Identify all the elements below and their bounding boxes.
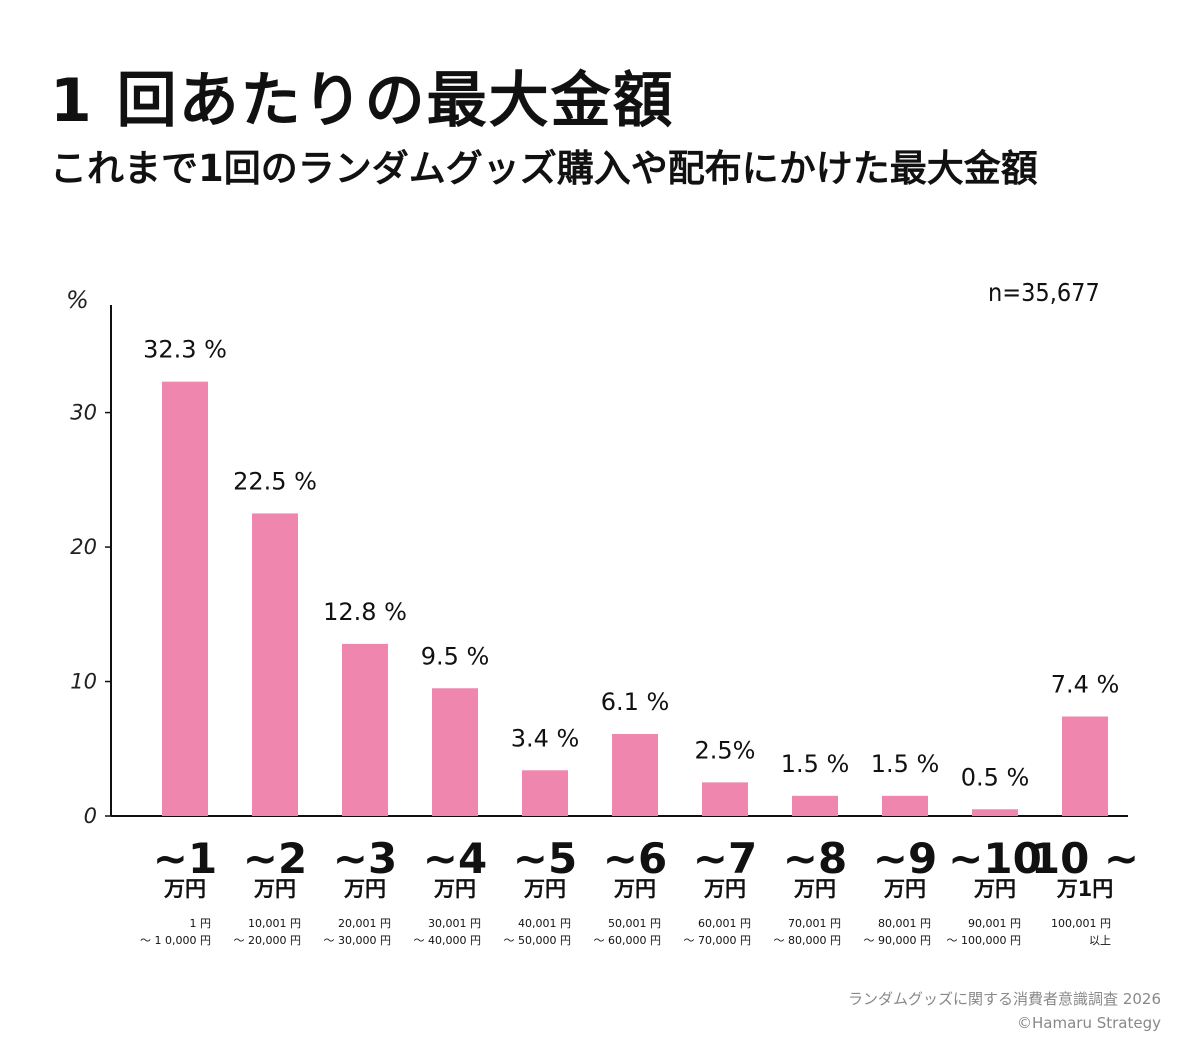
x-category-range-from: 50,001 円 [608, 917, 661, 930]
x-category-range-to: ～ 90,000 円 [864, 934, 931, 947]
x-category-unit: 万円 [613, 877, 656, 901]
x-category-label: ~3 [333, 834, 397, 883]
data-label: 2.5% [695, 736, 756, 764]
x-category-unit: 万1円 [1056, 877, 1114, 901]
data-label: 12.8 % [323, 598, 407, 626]
x-category-unit: 万円 [253, 877, 296, 901]
bar [342, 643, 388, 816]
data-label: 32.3 % [143, 336, 227, 364]
bar [882, 795, 928, 816]
x-category-range-from: 30,001 円 [428, 917, 481, 930]
bar [792, 795, 838, 816]
x-category-label: ~4 [423, 834, 487, 883]
x-category-range-from: 10,001 円 [248, 917, 301, 930]
x-category-label: ~1 [153, 834, 217, 883]
x-category-label: ~9 [873, 834, 937, 883]
x-category-range-from: 80,001 円 [878, 917, 931, 930]
x-category-range-to: ～ 80,000 円 [774, 934, 841, 947]
data-label: 3.4 % [511, 724, 580, 752]
y-tick-label: 20 [70, 535, 97, 559]
x-category-range-from: 40,001 円 [518, 917, 571, 930]
x-category-unit: 万円 [793, 877, 836, 901]
x-category-unit: 万円 [973, 877, 1016, 901]
y-tick-label: 10 [70, 670, 97, 694]
x-category-range-from: 70,001 円 [788, 917, 841, 930]
x-category-range-to: 以上 [1089, 934, 1111, 947]
bar [522, 770, 568, 816]
copyright-note: ©Hamaru Strategy [1017, 1014, 1161, 1032]
chart-title: 1 回あたりの最大金額 [50, 66, 675, 136]
data-label: 7.4 % [1051, 670, 1120, 698]
bar [612, 733, 658, 816]
x-category-unit: 万円 [703, 877, 746, 901]
bar [972, 809, 1018, 816]
x-category-range-to: ～ 70,000 円 [684, 934, 751, 947]
chart-subtitle: これまで1回のランダムグッズ購入や配布にかけた最大金額 [50, 147, 1038, 190]
x-category-range-to: ～ 40,000 円 [414, 934, 481, 947]
x-category-unit: 万円 [343, 877, 386, 901]
x-category-label: ~2 [243, 834, 307, 883]
data-label: 0.5 % [961, 763, 1030, 791]
x-category-unit: 万円 [883, 877, 926, 901]
x-category-range-from: 60,001 円 [698, 917, 751, 930]
bar [162, 381, 208, 816]
x-category-label: ~10 [948, 834, 1042, 883]
data-label: 1.5 % [781, 750, 850, 778]
x-category-range-from: 20,001 円 [338, 917, 391, 930]
x-category-unit: 万円 [163, 877, 206, 901]
x-category-label: ~5 [513, 834, 577, 883]
x-category-label: ~7 [693, 834, 757, 883]
source-note: ランダムグッズに関する消費者意識調査 2026 [848, 990, 1161, 1008]
x-category-range-to: ～ 100,000 円 [947, 934, 1021, 947]
x-category-unit: 万円 [523, 877, 566, 901]
x-category-label: ~6 [603, 834, 667, 883]
data-label: 9.5 % [421, 642, 490, 670]
x-category-range-to: ～ 60,000 円 [594, 934, 661, 947]
x-category-range-from: 100,001 円 [1051, 917, 1111, 930]
data-label: 6.1 % [601, 688, 670, 716]
bar [702, 782, 748, 816]
y-axis-unit: % [66, 286, 89, 314]
x-category-label: ~8 [783, 834, 847, 883]
x-category-range-to: ～ 20,000 円 [234, 934, 301, 947]
bar [1062, 716, 1108, 816]
bar [432, 688, 478, 816]
x-category-label: 10 ~ [1031, 834, 1139, 883]
bar [252, 513, 298, 816]
x-category-range-to: ～ 50,000 円 [504, 934, 571, 947]
y-tick-label: 30 [70, 401, 97, 425]
x-category-unit: 万円 [433, 877, 476, 901]
sample-size-label: n=35,677 [988, 278, 1100, 307]
x-category-range-from: 1 円 [190, 917, 212, 930]
data-label: 22.5 % [233, 467, 317, 495]
x-category-range-from: 90,001 円 [968, 917, 1021, 930]
y-tick-label: 0 [84, 804, 97, 828]
data-label: 1.5 % [871, 750, 940, 778]
x-category-range-to: ～ 30,000 円 [324, 934, 391, 947]
x-category-range-to: ～ 1 0,000 円 [140, 934, 211, 947]
